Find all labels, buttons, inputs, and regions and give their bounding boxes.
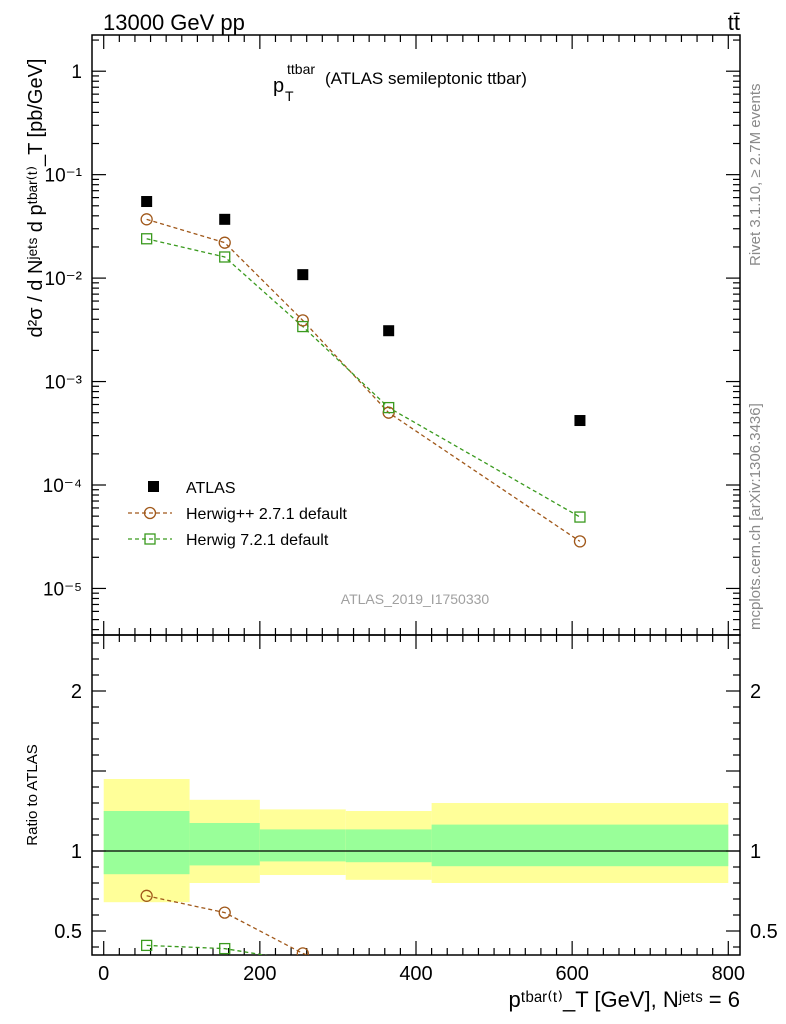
plot-title-superscript: ttbar	[287, 61, 315, 77]
mcplots-label: mcplots.cern.ch [arXiv:1306.3436]	[747, 403, 764, 630]
energy-label: 13000 GeV pp	[103, 10, 245, 35]
legend-atlas-marker	[148, 481, 159, 492]
atlas-point	[297, 269, 309, 281]
legend: ATLAS Herwig++ 2.7.1 default Herwig 7.2.…	[128, 480, 348, 549]
analysis-id-label: ATLAS_2019_I1750330	[341, 591, 490, 607]
herwigpp-point	[573, 535, 587, 548]
atlas-point	[141, 196, 153, 208]
legend-herwig7-label: Herwig 7.2.1 default	[186, 532, 329, 549]
x-tick-label: 400	[399, 963, 432, 985]
data-markers	[140, 196, 587, 991]
ratio-y-tick-label: 0.5	[54, 921, 82, 943]
plot-title-subscript: T	[285, 88, 294, 104]
main-y-axis-label: d²σ / d Nʲᵉᵗˢ d pᵗᵇᵃʳ⁽ᵗ⁾_T [pb/GeV]	[25, 59, 47, 338]
herwig7-point	[219, 251, 231, 263]
plot-title: p T ttbar (ATLAS semileptonic ttbar)	[273, 61, 527, 104]
herwigpp-ratio-point	[140, 889, 153, 902]
plot-title-rest: (ATLAS semileptonic ttbar)	[325, 69, 527, 88]
series-lines	[146, 218, 581, 955]
process-label: tt̄	[728, 10, 740, 35]
herwig7-point	[297, 320, 309, 333]
herwigpp-ratio-point	[218, 906, 231, 919]
herwig7-ratio-point	[141, 939, 153, 952]
ratio-y-tick-label-right: 2	[750, 681, 761, 703]
ratio-band-inner	[259, 829, 346, 862]
ratio-uncertainty-bands	[103, 779, 729, 903]
atlas-point	[219, 213, 231, 225]
main-y-tick-label: 1	[71, 62, 82, 83]
herwig7-ratio-point	[384, 977, 394, 987]
herwigpp-line	[146, 218, 581, 542]
herwigpp-ratio-point	[383, 980, 394, 991]
ratio-band-inner	[431, 824, 729, 867]
ratio-band-inner	[103, 811, 190, 875]
ratio-series-lines	[146, 895, 309, 955]
herwigpp-point	[140, 213, 153, 226]
ratio-band-inner	[345, 829, 432, 863]
herwig7-ratio-line	[146, 944, 268, 955]
main-y-tick-label: 10⁻⁵	[43, 579, 82, 600]
legend-herwig7-marker	[144, 533, 156, 545]
ratio-y-tick-label: 1	[71, 841, 82, 863]
herwig7-point	[383, 401, 395, 414]
herwig7-line	[146, 238, 581, 518]
ratio-y-tick-label-right: 0.5	[750, 921, 778, 943]
legend-herwigpp-label: Herwig++ 2.7.1 default	[186, 506, 348, 523]
atlas-point	[574, 415, 586, 427]
atlas-point	[383, 325, 395, 337]
ratio-y-tick-label-right: 1	[750, 841, 761, 863]
legend-atlas-label: ATLAS	[186, 480, 236, 497]
x-tick-label: 600	[555, 963, 588, 985]
main-y-tick-label: 10⁻²	[45, 269, 83, 290]
main-series-lines	[146, 218, 581, 542]
herwig7-ratio-point	[298, 956, 308, 966]
axis-ticks	[92, 35, 740, 955]
axis-tick-labels: 0 200 400 600 800 1 10⁻¹ 10⁻² 10⁻³ 10⁻⁴ 10⁻⁵ 2 2 1 1 0.…	[43, 62, 778, 985]
x-axis-label: pᵗᵇᵃʳ⁽ᵗ⁾_T [GeV], Nʲᵉᵗˢ = 6	[508, 987, 740, 1012]
herwig7-point	[574, 511, 586, 523]
herwigpp-ratio-point	[296, 947, 309, 955]
herwig7-ratio-point	[219, 942, 231, 955]
x-tick-label: 800	[712, 963, 745, 985]
main-y-tick-label: 10⁻³	[45, 373, 83, 394]
ratio-y-tick-label: 2	[71, 681, 82, 703]
legend-herwigpp-marker	[143, 506, 157, 520]
herwig7-point	[141, 233, 153, 245]
herwigpp-point	[218, 236, 231, 249]
x-tick-label: 200	[243, 963, 276, 985]
rivet-label: Rivet 3.1.10, ≥ 2.7M events	[747, 84, 764, 267]
x-tick-label: 0	[98, 963, 109, 985]
main-y-tick-label: 10⁻⁴	[43, 476, 82, 497]
main-markers	[140, 196, 587, 548]
plot-title-main: p	[273, 75, 284, 97]
ratio-y-axis-label: Ratio to ATLAS	[24, 744, 41, 845]
ratio-markers	[140, 889, 394, 991]
main-y-tick-label: 10⁻¹	[45, 166, 83, 187]
herwigpp-point	[296, 314, 309, 327]
ratio-band-inner	[189, 823, 260, 866]
